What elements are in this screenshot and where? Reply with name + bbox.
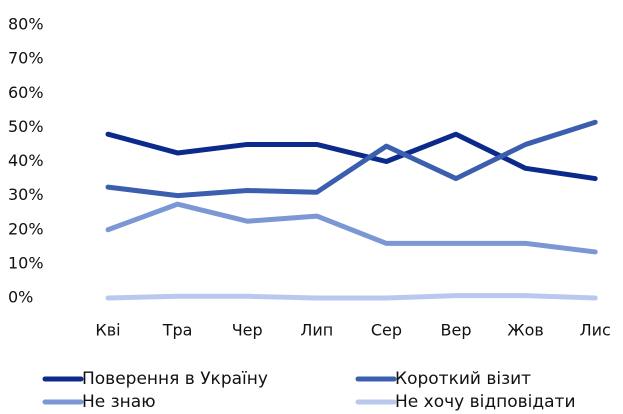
- x-tick-label: Вер: [441, 321, 472, 340]
- y-tick-label: 10%: [8, 253, 44, 272]
- y-tick-label: 80%: [8, 15, 44, 34]
- legend-label: Поверення в Україну: [82, 369, 268, 389]
- series-line: [105, 201, 598, 255]
- x-tick-label: Кві: [95, 321, 120, 340]
- x-tick-label: Жов: [507, 321, 543, 340]
- y-tick-label: 70%: [8, 49, 44, 68]
- y-tick-label: 0%: [8, 288, 33, 307]
- x-tick-label: Чер: [232, 321, 263, 340]
- y-tick-label: 30%: [8, 185, 44, 204]
- legend-label: Не хочу відповідати: [395, 392, 576, 412]
- series-line: [105, 119, 598, 199]
- y-tick-label: 20%: [8, 219, 44, 238]
- x-tick-label: Лип: [300, 321, 333, 340]
- y-tick-label: 50%: [8, 117, 44, 136]
- x-tick-label: Тра: [162, 321, 193, 340]
- legend-label: Короткий візит: [395, 369, 531, 389]
- series-line: [105, 293, 598, 301]
- y-tick-label: 40%: [8, 151, 44, 170]
- y-tick-label: 60%: [8, 83, 44, 102]
- x-tick-label: Лис: [580, 321, 611, 340]
- x-tick-label: Сер: [371, 321, 402, 340]
- legend-label: Не знаю: [82, 392, 156, 412]
- series-line: [105, 131, 598, 182]
